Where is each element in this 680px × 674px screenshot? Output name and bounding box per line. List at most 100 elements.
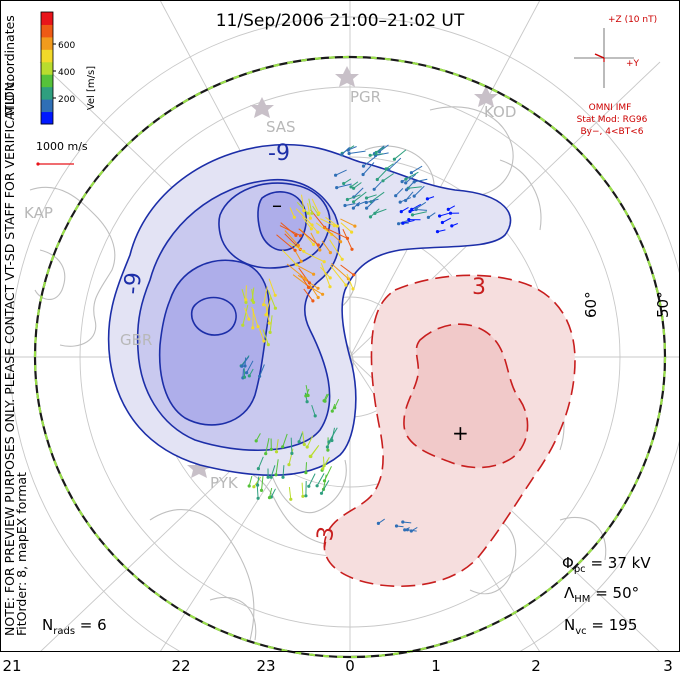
velocity-vector bbox=[415, 201, 427, 210]
phi-pc: Φpc = 37 kV bbox=[562, 554, 651, 575]
velocity-vector bbox=[263, 286, 268, 305]
velocity-vector bbox=[269, 487, 273, 498]
velocity-vector bbox=[402, 219, 415, 224]
velocity-vector bbox=[376, 167, 389, 180]
velocity-vector bbox=[323, 474, 327, 490]
station-markers bbox=[136, 66, 498, 478]
station-label-kap: KAP bbox=[24, 204, 53, 222]
colorbar-label: Vel [m/s] bbox=[86, 66, 97, 110]
plot-title: 11/Sep/2006 21:00–21:02 UT bbox=[216, 11, 465, 31]
velocity-vector-origin bbox=[330, 409, 334, 413]
velocity-vector bbox=[363, 156, 376, 167]
mlt-label-3: 3 bbox=[663, 657, 673, 674]
velocity-vector-origin bbox=[328, 251, 332, 255]
colorbar-segment bbox=[41, 74, 53, 88]
velocity-vector bbox=[298, 267, 310, 284]
velocity-vector-origin bbox=[307, 281, 311, 285]
velocity-vector bbox=[275, 459, 279, 475]
velocity-vector-origin bbox=[351, 287, 355, 291]
velocity-vector-origin bbox=[303, 277, 308, 281]
velocity-vector-origin bbox=[254, 439, 258, 443]
contour-labels: -9 -9 3 -3 bbox=[120, 141, 486, 551]
velocity-vector-origin bbox=[398, 200, 402, 204]
velocity-vector-origin bbox=[368, 153, 372, 157]
velocity-vector bbox=[382, 173, 394, 182]
velocity-vector bbox=[248, 475, 253, 487]
imf-y-label: +Y bbox=[626, 59, 640, 69]
heppner-maynard-boundary-dash bbox=[33, 55, 667, 659]
maximum-marker: + bbox=[452, 421, 469, 445]
velocity-vector-origin bbox=[305, 445, 309, 449]
velocity-vector-origin bbox=[372, 187, 376, 191]
velocity-vector bbox=[258, 328, 265, 342]
velocity-vector-origin bbox=[318, 248, 322, 252]
velocity-vector-origin bbox=[350, 230, 354, 234]
velocity-vector bbox=[416, 209, 428, 211]
velocity-vector-origin bbox=[297, 440, 301, 444]
velocity-vector bbox=[408, 186, 422, 189]
velocity-vector bbox=[370, 153, 384, 156]
velocity-vector-origin bbox=[352, 200, 356, 204]
velocity-vector-origin bbox=[267, 496, 272, 500]
velocity-vector bbox=[323, 226, 341, 243]
velocity-vector bbox=[308, 473, 316, 487]
velocity-vector bbox=[265, 296, 272, 315]
n-rads: Nrads = 6 bbox=[42, 616, 107, 637]
velocity-vector-origin bbox=[302, 249, 306, 253]
velocity-vector bbox=[400, 197, 412, 203]
velocity-vector-origin bbox=[450, 224, 454, 228]
velocity-vector bbox=[335, 169, 347, 176]
coordinates-note: MLT coordinates bbox=[2, 15, 17, 116]
colorbar-segment bbox=[41, 49, 53, 63]
velocity-vector-origin bbox=[295, 263, 299, 267]
velocity-vector bbox=[439, 212, 450, 217]
velocity-vector-origin bbox=[296, 243, 300, 248]
velocity-vector-origin bbox=[274, 473, 278, 477]
velocity-vector-origin bbox=[315, 484, 319, 488]
velocity-vector bbox=[288, 487, 292, 500]
velocity-vector-origin bbox=[316, 286, 320, 290]
velocity-vector-origin bbox=[409, 171, 413, 175]
velocity-vector bbox=[309, 446, 319, 457]
n-vc: Nvc = 195 bbox=[564, 616, 637, 637]
velocity-vector-origin bbox=[394, 524, 399, 528]
velocity-vector bbox=[322, 457, 330, 469]
velocity-vector bbox=[253, 476, 262, 487]
velocity-vector-origin bbox=[269, 475, 273, 479]
velocity-vector-origin bbox=[352, 186, 356, 190]
velocity-vector-origin bbox=[394, 194, 398, 198]
velocity-vector-origin bbox=[440, 220, 444, 225]
velocity-vector-origin bbox=[306, 393, 310, 398]
mlt-label-1: 1 bbox=[431, 657, 441, 674]
velocity-vector bbox=[394, 149, 407, 160]
velocity-vector bbox=[288, 448, 294, 465]
velocity-vector-origin bbox=[340, 153, 344, 157]
velocity-vector bbox=[366, 200, 376, 209]
velocity-vector bbox=[406, 182, 414, 191]
velocity-vector-origin bbox=[343, 203, 347, 208]
velocity-vector-origin bbox=[375, 177, 379, 182]
velocity-vector-origin bbox=[399, 210, 403, 214]
velocity-vector-origin bbox=[326, 448, 330, 452]
velocity-vector-origin bbox=[446, 207, 450, 211]
velocity-vector-origin bbox=[400, 180, 404, 184]
velocity-vector bbox=[252, 308, 254, 328]
velocity-vector-origin bbox=[344, 283, 348, 287]
colorbar-segment bbox=[41, 12, 53, 25]
fit-order-note: FitOrder: 8, mapEX format bbox=[14, 472, 29, 636]
velocity-vector bbox=[297, 274, 319, 289]
velocity-vector-origin bbox=[330, 438, 334, 443]
velocity-vector-origin bbox=[273, 293, 277, 297]
station-label-pgr: PGR bbox=[350, 88, 381, 106]
velocity-vector bbox=[340, 218, 356, 227]
velocity-vector-origin bbox=[308, 216, 312, 220]
velocity-vector bbox=[414, 178, 428, 183]
velocity-vector-origin bbox=[317, 211, 321, 215]
velocity-vector-origin bbox=[268, 330, 272, 334]
velocity-vector-origin bbox=[290, 451, 294, 455]
velocity-vector bbox=[412, 211, 427, 216]
velocity-vector-origin bbox=[309, 227, 313, 231]
velocity-vector bbox=[301, 482, 304, 497]
velocity-vector-origin bbox=[247, 484, 251, 488]
velocity-vector bbox=[282, 249, 298, 266]
